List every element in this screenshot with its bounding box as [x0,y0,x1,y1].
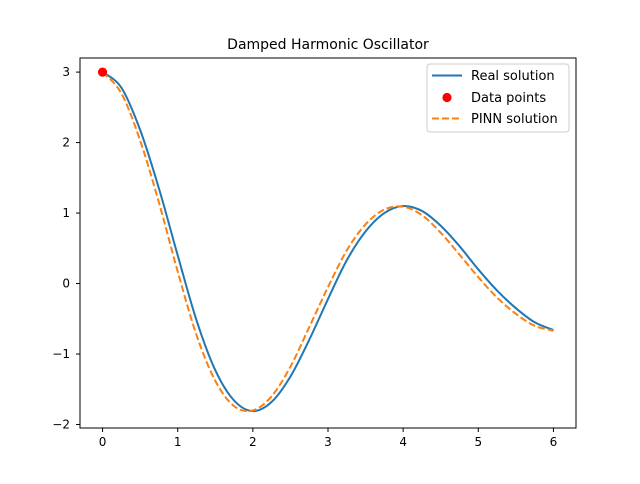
legend-label-real: Real solution [471,69,555,84]
x-tick-label: 5 [474,435,482,449]
legend-box [426,63,570,133]
real-solution-line [101,71,554,413]
series-layer [101,71,554,413]
data-point-marker [97,67,108,77]
x-tick-label: 3 [324,435,332,449]
x-tick-label: 0 [99,435,107,449]
y-tick-label: 1 [62,206,70,220]
y-axis: −2 −1 0 1 2 3 [52,65,80,431]
legend-label-pinn: PINN solution [471,112,558,127]
x-tick-label: 1 [174,435,182,449]
legend-label-data: Data points [471,91,546,106]
y-tick-label: 2 [62,136,70,150]
x-tick-label: 2 [249,435,257,449]
x-tick-label: 6 [550,435,558,449]
legend-marker-data [442,92,452,103]
points-layer [97,67,108,77]
pinn-solution-line [101,71,554,413]
y-tick-label: −1 [52,347,70,361]
legend: Real solution Data points PINN solution [426,63,570,133]
y-tick-label: 3 [62,65,70,79]
x-axis: 0 1 2 3 4 5 6 [99,428,558,449]
y-tick-label: 0 [62,277,70,291]
chart-title: Damped Harmonic Oscillator [227,37,429,53]
y-tick-label: −2 [52,417,70,431]
x-tick-label: 4 [399,435,407,449]
